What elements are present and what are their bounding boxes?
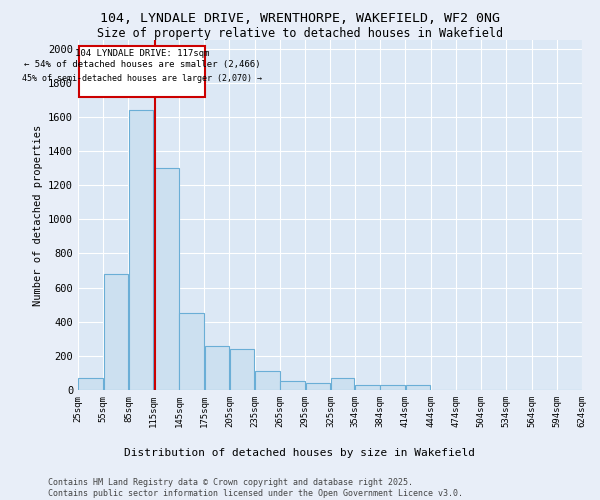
Text: Size of property relative to detached houses in Wakefield: Size of property relative to detached ho… <box>97 28 503 40</box>
Bar <box>179 313 204 390</box>
Bar <box>129 110 154 390</box>
Bar <box>331 378 355 390</box>
Bar <box>154 168 179 390</box>
Bar <box>230 349 254 390</box>
Bar <box>205 346 229 390</box>
Text: Distribution of detached houses by size in Wakefield: Distribution of detached houses by size … <box>125 448 476 458</box>
Bar <box>79 378 103 390</box>
Bar <box>255 371 280 390</box>
Bar <box>280 382 305 390</box>
Bar <box>305 383 330 390</box>
Bar <box>104 274 128 390</box>
Text: 104 LYNDALE DRIVE: 117sqm: 104 LYNDALE DRIVE: 117sqm <box>75 48 209 58</box>
Text: ← 54% of detached houses are smaller (2,466): ← 54% of detached houses are smaller (2,… <box>23 60 260 70</box>
Text: 104, LYNDALE DRIVE, WRENTHORPE, WAKEFIELD, WF2 0NG: 104, LYNDALE DRIVE, WRENTHORPE, WAKEFIEL… <box>100 12 500 26</box>
FancyBboxPatch shape <box>79 46 205 97</box>
Y-axis label: Number of detached properties: Number of detached properties <box>32 124 43 306</box>
Bar <box>380 385 405 390</box>
Text: 45% of semi-detached houses are larger (2,070) →: 45% of semi-detached houses are larger (… <box>22 74 262 83</box>
Bar <box>355 385 380 390</box>
Text: Contains HM Land Registry data © Crown copyright and database right 2025.
Contai: Contains HM Land Registry data © Crown c… <box>48 478 463 498</box>
Bar <box>406 385 430 390</box>
